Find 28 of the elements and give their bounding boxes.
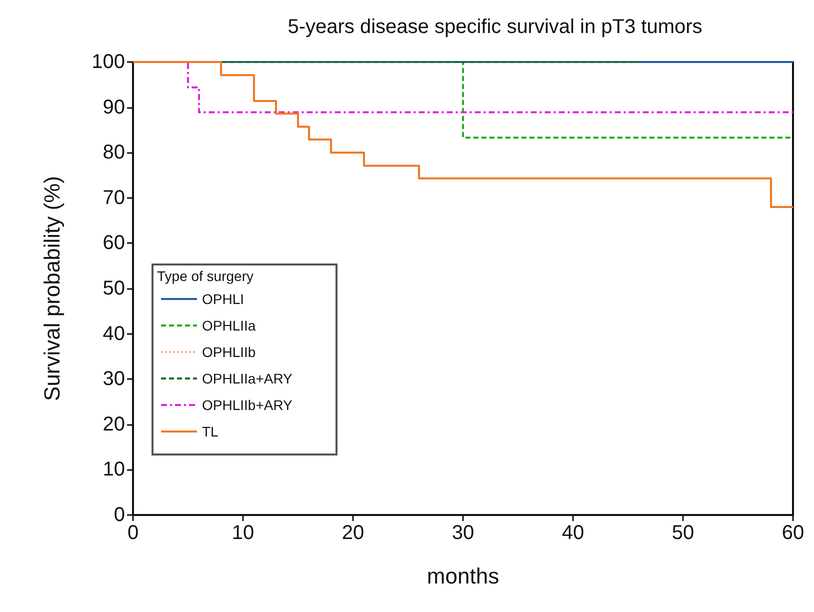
y-axis-title: Survival probability (%) (40, 176, 64, 401)
y-tick-label: 30 (102, 368, 125, 390)
x-tick-label: 30 (452, 522, 474, 544)
y-tick-label: 50 (102, 278, 125, 300)
legend-title: Type of surgery (157, 268, 254, 284)
y-tick-label: 80 (102, 142, 125, 164)
y-tick-label: 0 (114, 504, 125, 526)
chart-title: 5-years disease specific survival in pT3 tumors (288, 16, 702, 38)
legend-label: OPHLIIa (202, 318, 256, 334)
legend-label: OPHLIIb+ARY (202, 397, 294, 413)
y-tick-label: 60 (102, 232, 125, 254)
y-tick-label: 70 (102, 186, 125, 209)
legend-label: OPHLI (202, 291, 244, 307)
x-tick-label: 40 (562, 522, 584, 544)
x-tick-label: 10 (232, 522, 254, 544)
legend-label: OPHLIIa+ARY (202, 370, 294, 386)
x-tick-label: 60 (782, 522, 804, 544)
x-tick-label: 20 (342, 522, 364, 544)
y-tick-label: 90 (102, 96, 125, 118)
x-tick-label: 0 (127, 522, 139, 544)
legend-label: TL (202, 424, 219, 440)
x-axis-title: months (426, 564, 500, 588)
x-tick-label: 50 (672, 522, 694, 544)
y-tick-label: 10 (102, 458, 125, 481)
y-tick-label: 100 (92, 51, 125, 73)
y-tick-label: 20 (102, 413, 125, 436)
y-tick-label: 40 (102, 322, 125, 345)
legend-label: OPHLIIb (202, 344, 256, 360)
